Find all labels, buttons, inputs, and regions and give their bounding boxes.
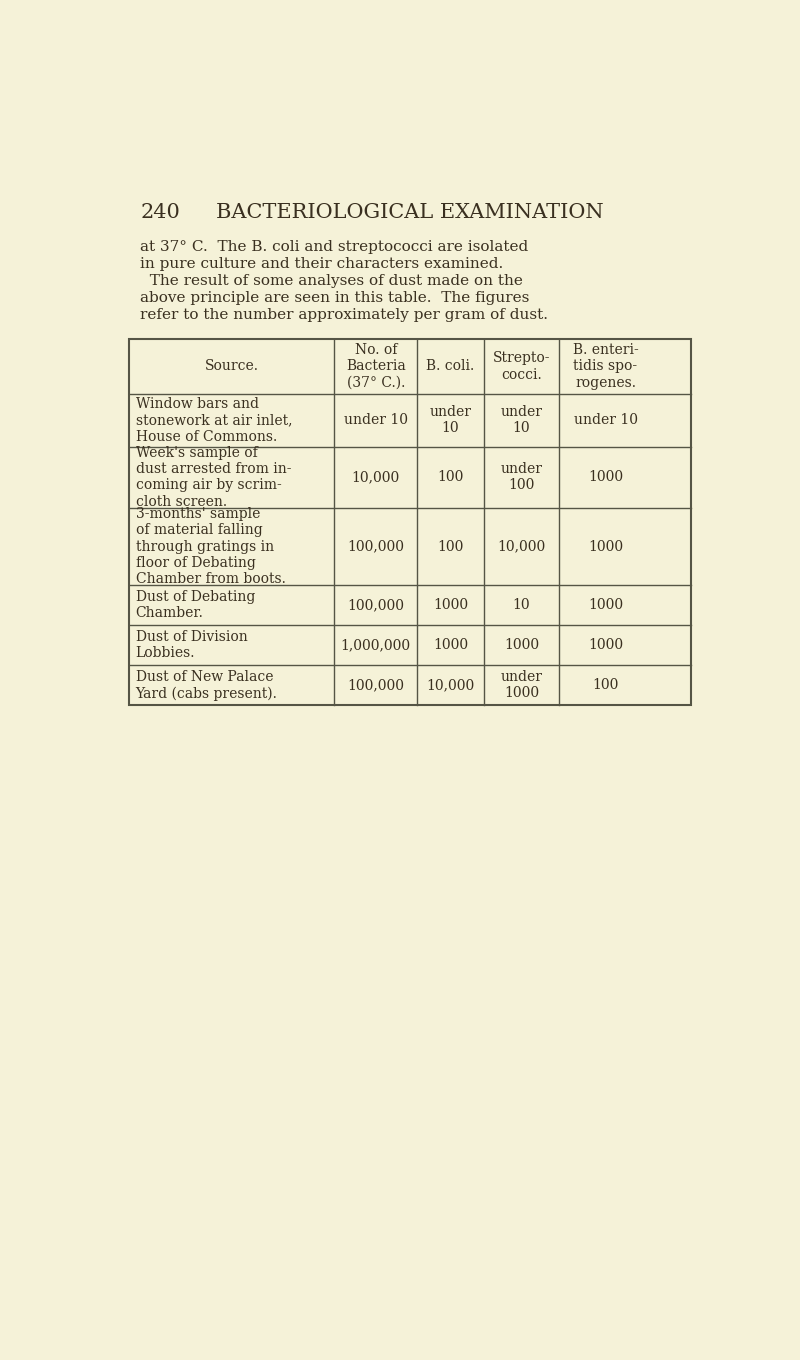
Text: B. coli.: B. coli. <box>426 359 474 374</box>
Text: Week's sample of
dust arrested from in-
coming air by scrim-
cloth screen.: Week's sample of dust arrested from in- … <box>136 446 291 509</box>
Text: 10: 10 <box>513 598 530 612</box>
Text: under
10: under 10 <box>500 405 542 435</box>
Text: 10,000: 10,000 <box>498 540 546 554</box>
Text: 100: 100 <box>438 471 463 484</box>
Text: Source.: Source. <box>205 359 259 374</box>
Text: 10,000: 10,000 <box>352 471 400 484</box>
Text: B. enteri-
tidis spo-
rogenes.: B. enteri- tidis spo- rogenes. <box>573 343 638 390</box>
Text: 1000: 1000 <box>433 638 468 653</box>
Text: The result of some analyses of dust made on the: The result of some analyses of dust made… <box>140 275 523 288</box>
Text: 1,000,000: 1,000,000 <box>341 638 411 653</box>
Text: Window bars and
stonework at air inlet,
House of Commons.: Window bars and stonework at air inlet, … <box>136 397 292 443</box>
Text: Dust of Debating
Chamber.: Dust of Debating Chamber. <box>136 590 255 620</box>
Text: 1000: 1000 <box>588 598 623 612</box>
Text: under 10: under 10 <box>574 413 638 427</box>
Text: Dust of New Palace
Yard (cabs present).: Dust of New Palace Yard (cabs present). <box>136 670 278 700</box>
Text: above principle are seen in this table.  The figures: above principle are seen in this table. … <box>140 291 530 305</box>
Text: 3-months' sample
of material falling
through gratings in
floor of Debating
Chamb: 3-months' sample of material falling thr… <box>136 507 286 586</box>
Text: under
100: under 100 <box>500 462 542 492</box>
Text: 240: 240 <box>140 203 180 222</box>
Text: under
1000: under 1000 <box>500 670 542 700</box>
Text: 100,000: 100,000 <box>347 540 404 554</box>
Text: 1000: 1000 <box>504 638 539 653</box>
Text: under
10: under 10 <box>430 405 471 435</box>
Text: 1000: 1000 <box>433 598 468 612</box>
Text: in pure culture and their characters examined.: in pure culture and their characters exa… <box>140 257 503 271</box>
Text: at 37° C.  The B. coli and streptococci are isolated: at 37° C. The B. coli and streptococci a… <box>140 241 529 254</box>
Text: Strepto-
cocci.: Strepto- cocci. <box>493 351 550 382</box>
Text: BACTERIOLOGICAL EXAMINATION: BACTERIOLOGICAL EXAMINATION <box>216 203 604 222</box>
Text: 1000: 1000 <box>588 540 623 554</box>
Text: refer to the number approximately per gram of dust.: refer to the number approximately per gr… <box>140 307 548 322</box>
Text: 1000: 1000 <box>588 638 623 653</box>
Text: 100,000: 100,000 <box>347 598 404 612</box>
Text: 100: 100 <box>438 540 463 554</box>
Text: 10,000: 10,000 <box>426 679 474 692</box>
Bar <box>130 339 690 706</box>
Text: Dust of Division
Lobbies.: Dust of Division Lobbies. <box>136 630 247 661</box>
Text: under 10: under 10 <box>344 413 408 427</box>
Text: No. of
Bacteria
(37° C.).: No. of Bacteria (37° C.). <box>346 343 406 390</box>
Text: 100: 100 <box>592 679 618 692</box>
Text: 1000: 1000 <box>588 471 623 484</box>
Text: 100,000: 100,000 <box>347 679 404 692</box>
